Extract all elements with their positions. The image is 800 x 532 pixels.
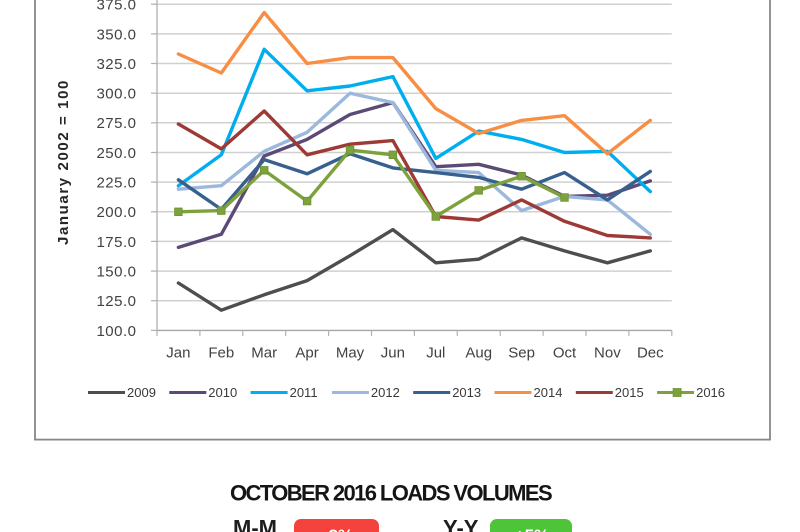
svg-text:+5%: +5% <box>515 526 550 532</box>
svg-text:275.0: 275.0 <box>96 115 136 132</box>
svg-text:150.0: 150.0 <box>96 264 136 281</box>
svg-text:M-M: M-M <box>233 515 277 532</box>
svg-text:Y-Y: Y-Y <box>443 515 479 532</box>
svg-text:350.0: 350.0 <box>96 26 136 43</box>
svg-text:Aug: Aug <box>465 345 492 362</box>
svg-text:Mar: Mar <box>251 345 277 362</box>
svg-text:OCTOBER 2016 LOADS VOLUMES: OCTOBER 2016 LOADS VOLUMES <box>230 480 552 505</box>
svg-text:-3%: -3% <box>323 526 353 532</box>
svg-text:Feb: Feb <box>208 345 234 362</box>
svg-text:Oct: Oct <box>553 345 577 362</box>
svg-text:Jan: Jan <box>166 345 190 362</box>
svg-text:2009: 2009 <box>127 385 156 400</box>
svg-text:325.0: 325.0 <box>96 56 136 73</box>
svg-text:2014: 2014 <box>534 385 563 400</box>
svg-text:200.0: 200.0 <box>96 204 136 221</box>
svg-text:2016: 2016 <box>696 385 725 400</box>
svg-text:May: May <box>336 345 365 362</box>
svg-text:250.0: 250.0 <box>96 145 136 162</box>
svg-text:2013: 2013 <box>452 385 481 400</box>
svg-text:100.0: 100.0 <box>96 323 136 340</box>
svg-text:Apr: Apr <box>295 345 318 362</box>
svg-text:Nov: Nov <box>594 345 621 362</box>
svg-text:225.0: 225.0 <box>96 175 136 192</box>
svg-text:175.0: 175.0 <box>96 234 136 251</box>
svg-text:125.0: 125.0 <box>96 293 136 310</box>
svg-text:Sep: Sep <box>508 345 535 362</box>
svg-text:300.0: 300.0 <box>96 86 136 103</box>
svg-text:375.0: 375.0 <box>96 0 136 14</box>
svg-text:2011: 2011 <box>290 385 318 400</box>
svg-text:2012: 2012 <box>371 385 400 400</box>
svg-text:2010: 2010 <box>208 385 237 400</box>
svg-text:Jun: Jun <box>381 345 405 362</box>
svg-text:Dec: Dec <box>637 345 664 362</box>
svg-text:Jul: Jul <box>426 345 445 362</box>
svg-text:January 2002 = 100: January 2002 = 100 <box>55 79 72 245</box>
svg-text:2015: 2015 <box>615 385 644 400</box>
